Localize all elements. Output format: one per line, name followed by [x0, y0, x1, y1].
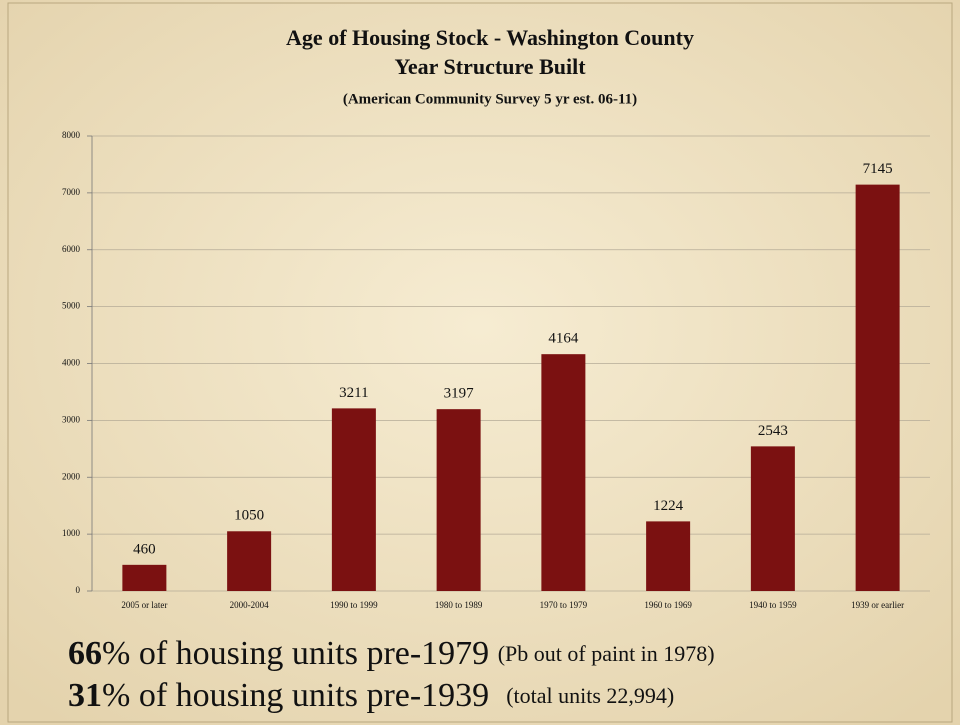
- y-tick-label: 5000: [62, 301, 81, 311]
- annotation-note: (Pb out of paint in 1978): [498, 641, 715, 666]
- bar: [750, 446, 795, 591]
- value-label: 3197: [444, 386, 475, 402]
- x-tick-label: 2005 or later: [121, 600, 167, 610]
- x-tick-label: 1970 to 1979: [540, 600, 588, 610]
- value-label: 2543: [758, 423, 788, 439]
- annotation-bold: 66: [68, 635, 102, 672]
- y-tick-label: 4000: [62, 358, 81, 368]
- bar: [331, 408, 376, 591]
- annotation: 31% of housing units pre-1939 (total uni…: [68, 677, 674, 714]
- value-label: 1050: [234, 508, 264, 524]
- bar: [646, 521, 691, 591]
- annotation-text: % of housing units pre-1979: [102, 635, 489, 672]
- chart-title: Age of Housing Stock - Washington County: [286, 25, 694, 50]
- bar: [541, 354, 586, 591]
- bar: [227, 531, 272, 591]
- chart-subtitle: Year Structure Built: [394, 54, 586, 79]
- y-tick-label: 0: [76, 585, 81, 595]
- value-label: 7145: [863, 161, 893, 177]
- x-tick-label: 1960 to 1969: [644, 600, 692, 610]
- y-tick-label: 7000: [62, 187, 81, 197]
- bar: [436, 409, 481, 591]
- x-tick-label: 1940 to 1959: [749, 600, 797, 610]
- annotation-bold: 31: [68, 677, 102, 714]
- chart-source: (American Community Survey 5 yr est. 06-…: [343, 91, 637, 107]
- y-tick-label: 2000: [62, 471, 81, 481]
- bar: [122, 564, 167, 591]
- y-tick-label: 1000: [62, 528, 81, 538]
- x-tick-label: 1980 to 1989: [435, 600, 483, 610]
- x-tick-label: 1939 or earlier: [851, 600, 904, 610]
- y-tick-label: 8000: [62, 130, 81, 140]
- y-tick-label: 6000: [62, 244, 81, 254]
- value-label: 1224: [653, 498, 684, 514]
- y-tick-label: 3000: [62, 414, 81, 424]
- annotation-note: (total units 22,994): [506, 683, 674, 708]
- value-label: 3211: [339, 385, 368, 401]
- annotation-text: % of housing units pre-1939: [102, 677, 489, 714]
- x-tick-label: 1990 to 1999: [330, 600, 378, 610]
- bar: [855, 184, 900, 592]
- frame: [7, 2, 953, 723]
- value-label: 4164: [548, 331, 579, 347]
- value-label: 460: [133, 541, 156, 557]
- annotation: 66% of housing units pre-1979 (Pb out of…: [68, 635, 715, 672]
- x-tick-label: 2000-2004: [230, 600, 269, 610]
